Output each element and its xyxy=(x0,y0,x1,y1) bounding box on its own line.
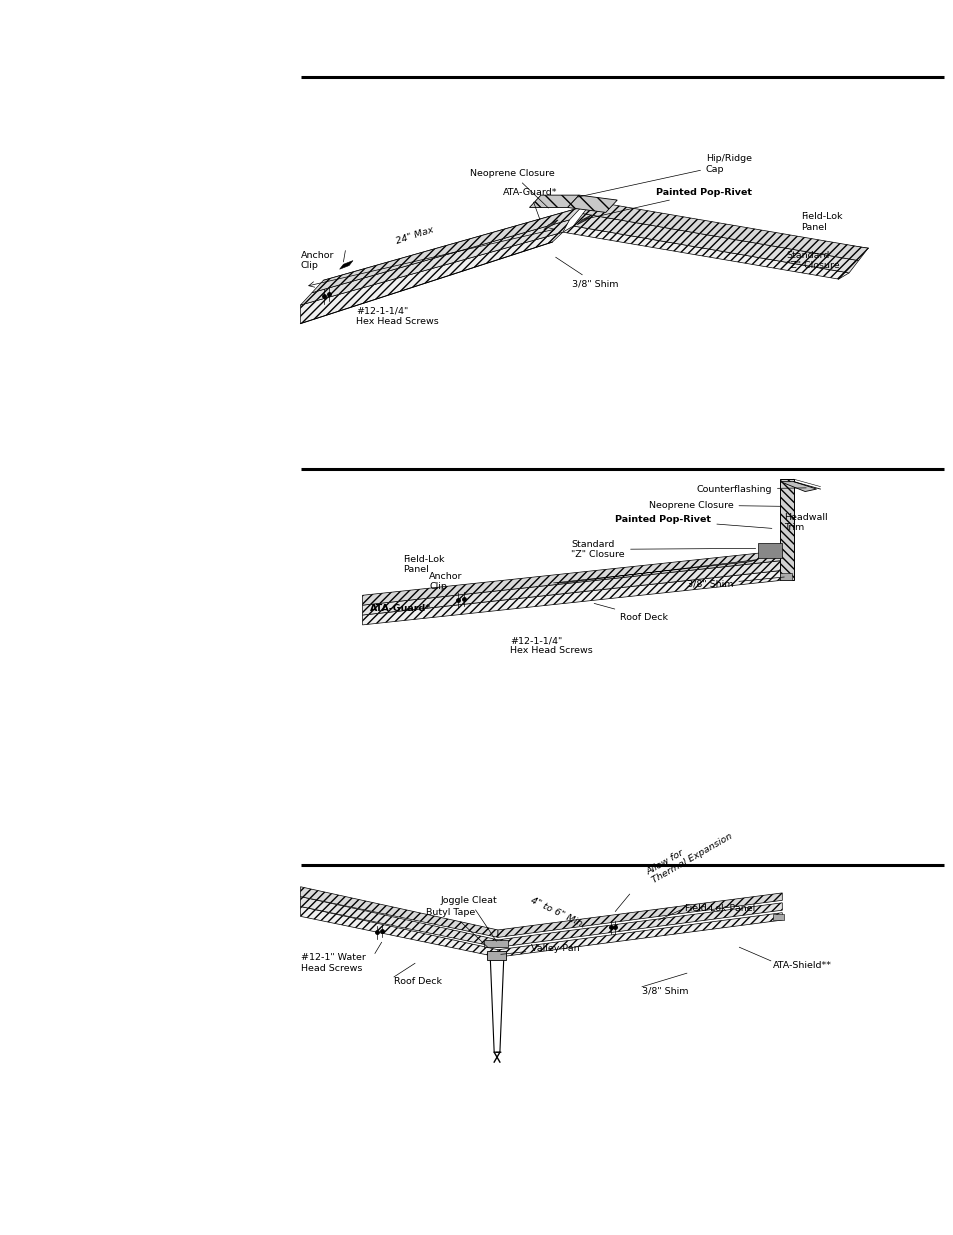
Text: Painted Pop-Rivet: Painted Pop-Rivet xyxy=(615,515,771,529)
Text: ATA-Shield**: ATA-Shield** xyxy=(772,961,831,969)
Polygon shape xyxy=(780,482,816,492)
Text: Field-Lok Panel: Field-Lok Panel xyxy=(684,904,755,914)
Text: Allow for
Thermal Expansion: Allow for Thermal Expansion xyxy=(644,823,733,885)
Text: Standard
"Z" Closure: Standard "Z" Closure xyxy=(571,540,755,559)
Text: 4" to 6" Min.: 4" to 6" Min. xyxy=(529,895,586,930)
Polygon shape xyxy=(300,232,562,324)
Text: Counterflashing: Counterflashing xyxy=(696,484,805,494)
Polygon shape xyxy=(553,559,758,583)
Polygon shape xyxy=(312,207,580,293)
Polygon shape xyxy=(582,201,867,261)
Polygon shape xyxy=(780,479,793,580)
Polygon shape xyxy=(362,551,780,605)
Polygon shape xyxy=(772,914,783,920)
Text: Anchor
Clip: Anchor Clip xyxy=(300,251,334,270)
Text: 3/8" Shim: 3/8" Shim xyxy=(555,257,618,288)
Text: 24" Max: 24" Max xyxy=(395,226,435,246)
Polygon shape xyxy=(543,220,558,230)
Polygon shape xyxy=(300,887,497,937)
Polygon shape xyxy=(486,951,505,960)
Polygon shape xyxy=(567,195,617,212)
Polygon shape xyxy=(573,214,858,273)
Text: ATA-Guard*: ATA-Guard* xyxy=(370,604,431,613)
Polygon shape xyxy=(300,906,497,957)
Text: Butyl Tape: Butyl Tape xyxy=(426,908,488,947)
Text: Valley Pan: Valley Pan xyxy=(500,944,579,955)
Text: Headwall
Trim: Headwall Trim xyxy=(783,513,827,532)
Polygon shape xyxy=(300,220,569,305)
Text: 3/8" Shim: 3/8" Shim xyxy=(686,577,783,589)
Text: Neoprene Closure: Neoprene Closure xyxy=(648,500,781,510)
Text: Roof Deck: Roof Deck xyxy=(394,977,441,986)
Text: Roof Deck: Roof Deck xyxy=(594,604,667,621)
Polygon shape xyxy=(497,903,781,947)
Polygon shape xyxy=(577,215,591,225)
Text: #12-1" Water
Head Screws: #12-1" Water Head Screws xyxy=(300,953,365,973)
Text: Field-Lok
Panel: Field-Lok Panel xyxy=(403,555,445,574)
Text: 3/8" Shim: 3/8" Shim xyxy=(641,987,688,995)
Polygon shape xyxy=(497,893,781,937)
Text: #12-1-1/4"
Hex Head Screws: #12-1-1/4" Hex Head Screws xyxy=(355,306,438,326)
Text: Painted Pop-Rivet: Painted Pop-Rivet xyxy=(584,188,752,220)
Polygon shape xyxy=(562,226,848,279)
Text: Hip/Ridge
Cap: Hip/Ridge Cap xyxy=(578,154,751,198)
Polygon shape xyxy=(529,195,578,207)
Polygon shape xyxy=(362,571,780,625)
Polygon shape xyxy=(483,940,507,947)
Text: #12-1-1/4"
Hex Head Screws: #12-1-1/4" Hex Head Screws xyxy=(510,636,593,656)
Text: Anchor
Clip: Anchor Clip xyxy=(429,572,462,592)
Polygon shape xyxy=(758,543,781,558)
Polygon shape xyxy=(300,897,497,947)
Text: ATA-Guard*: ATA-Guard* xyxy=(502,188,557,220)
Text: Standard
"Z" Closure: Standard "Z" Closure xyxy=(785,251,839,270)
Text: Joggle Cleat: Joggle Cleat xyxy=(440,895,497,941)
Text: Neoprene Closure: Neoprene Closure xyxy=(470,169,555,207)
Polygon shape xyxy=(362,561,780,615)
Text: Field-Lok
Panel: Field-Lok Panel xyxy=(801,212,842,232)
Polygon shape xyxy=(339,261,353,269)
Polygon shape xyxy=(780,573,791,580)
Polygon shape xyxy=(497,913,781,957)
